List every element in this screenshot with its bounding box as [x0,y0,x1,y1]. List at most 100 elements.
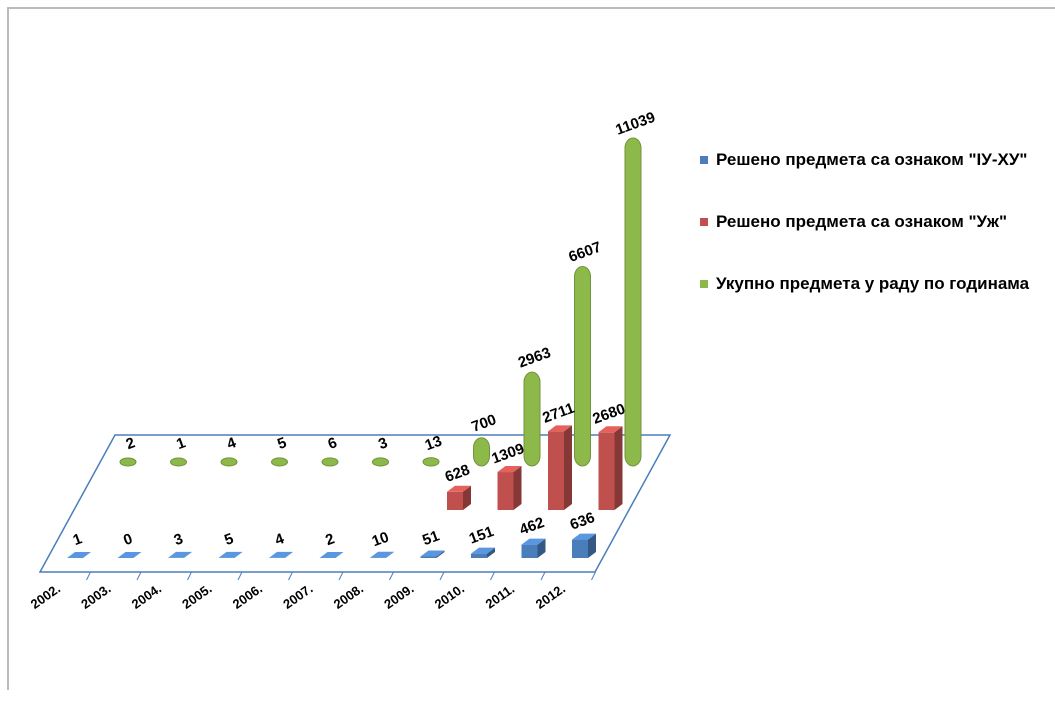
data-label: 700 [469,411,498,436]
bar [473,437,490,467]
bar-face [370,551,394,558]
x-tick-label: 2004. [129,581,164,612]
bar [572,533,596,558]
x-tick-label: 2011. [483,581,518,612]
bar [624,137,642,467]
data-label: 2711 [540,400,576,427]
legend-label: Решено предмета са ознаком "ІУ-ХУ" [716,150,1028,169]
data-label: 11039 [613,109,657,139]
bar [220,457,238,467]
data-label: 13 [423,433,444,455]
data-label: 636 [568,509,597,534]
floor-divider [490,571,495,581]
bar [319,551,344,558]
bar-face [588,533,596,558]
data-label: 1 [71,530,85,549]
bar-face [422,457,440,467]
bar-face [523,371,541,467]
floor [38,434,672,573]
bar-face [168,551,192,558]
x-tick-label: 2005. [179,581,214,612]
bar-face [319,551,344,558]
x-tick-label: 2012. [533,581,568,612]
data-label: 4 [273,530,287,549]
data-label: 10 [370,529,391,551]
floor-divider [86,571,91,581]
bar-face [271,457,288,467]
data-label: 51 [420,527,441,549]
bar-face [574,265,591,467]
bar-face [473,437,490,467]
bar-face [447,485,471,492]
bar [574,265,591,467]
bar-face [521,538,546,545]
bar-face [335,551,344,558]
floor-divider [237,571,243,581]
bar-face [218,551,243,558]
bar-face [420,556,437,558]
bar [370,551,394,558]
bar-face [471,547,495,554]
bar-face [624,137,642,467]
bar-face [572,533,596,540]
bar [119,457,137,467]
bar-face [598,426,623,433]
bar [497,466,522,510]
bar [422,457,440,467]
bar [269,551,293,558]
bar-face [447,491,463,510]
bar-face [497,466,522,473]
bar-face [471,553,487,558]
bar [321,457,339,467]
floor-divider [288,571,293,581]
bar-face [564,425,572,510]
x-tick-label: 2002. [28,581,63,612]
legend-label: Укупно предмета у раду по годинама [716,274,1030,293]
data-label: 2 [323,530,337,549]
bar [218,551,243,558]
bar-face [119,457,137,467]
legend-swatch [700,218,708,226]
bar [117,552,142,558]
bar [271,457,288,467]
bar-face [321,457,339,467]
data-label: 1 [174,434,188,453]
bar [420,550,445,558]
x-tick-label: 2006. [230,581,265,612]
bar [447,485,471,510]
bar [548,425,572,510]
bar-face [572,539,588,558]
bar-face [598,432,615,510]
frame [7,7,1055,690]
data-label: 0 [121,530,135,549]
bar-face [521,544,538,558]
data-label: 2680 [590,400,627,427]
bar-face [420,550,445,557]
floor-divider [136,571,142,581]
data-label: 5 [222,530,236,549]
bar-face [170,457,187,467]
x-tick-label: 2003. [78,581,113,612]
legend-swatch [700,156,708,164]
x-tick-label: 2009. [381,581,416,612]
data-label: 3 [172,530,186,549]
x-tick-label: 2007. [280,581,315,612]
floor-divider [439,571,445,581]
floor-divider [389,571,394,581]
bar-face [234,551,243,558]
bar-face [548,425,572,432]
data-label: 3 [376,434,390,453]
data-label: 462 [517,514,546,539]
x-tick-label: 2010. [432,581,467,612]
bar-face [436,550,445,558]
data-label: 628 [443,461,472,486]
bar-face [497,472,514,510]
data-label: 2 [124,434,138,453]
bar-face [269,551,293,558]
bar-face [614,426,623,510]
bar-face [285,551,293,558]
data-label: 4 [225,434,239,453]
bar [372,457,389,467]
bar [471,547,495,558]
